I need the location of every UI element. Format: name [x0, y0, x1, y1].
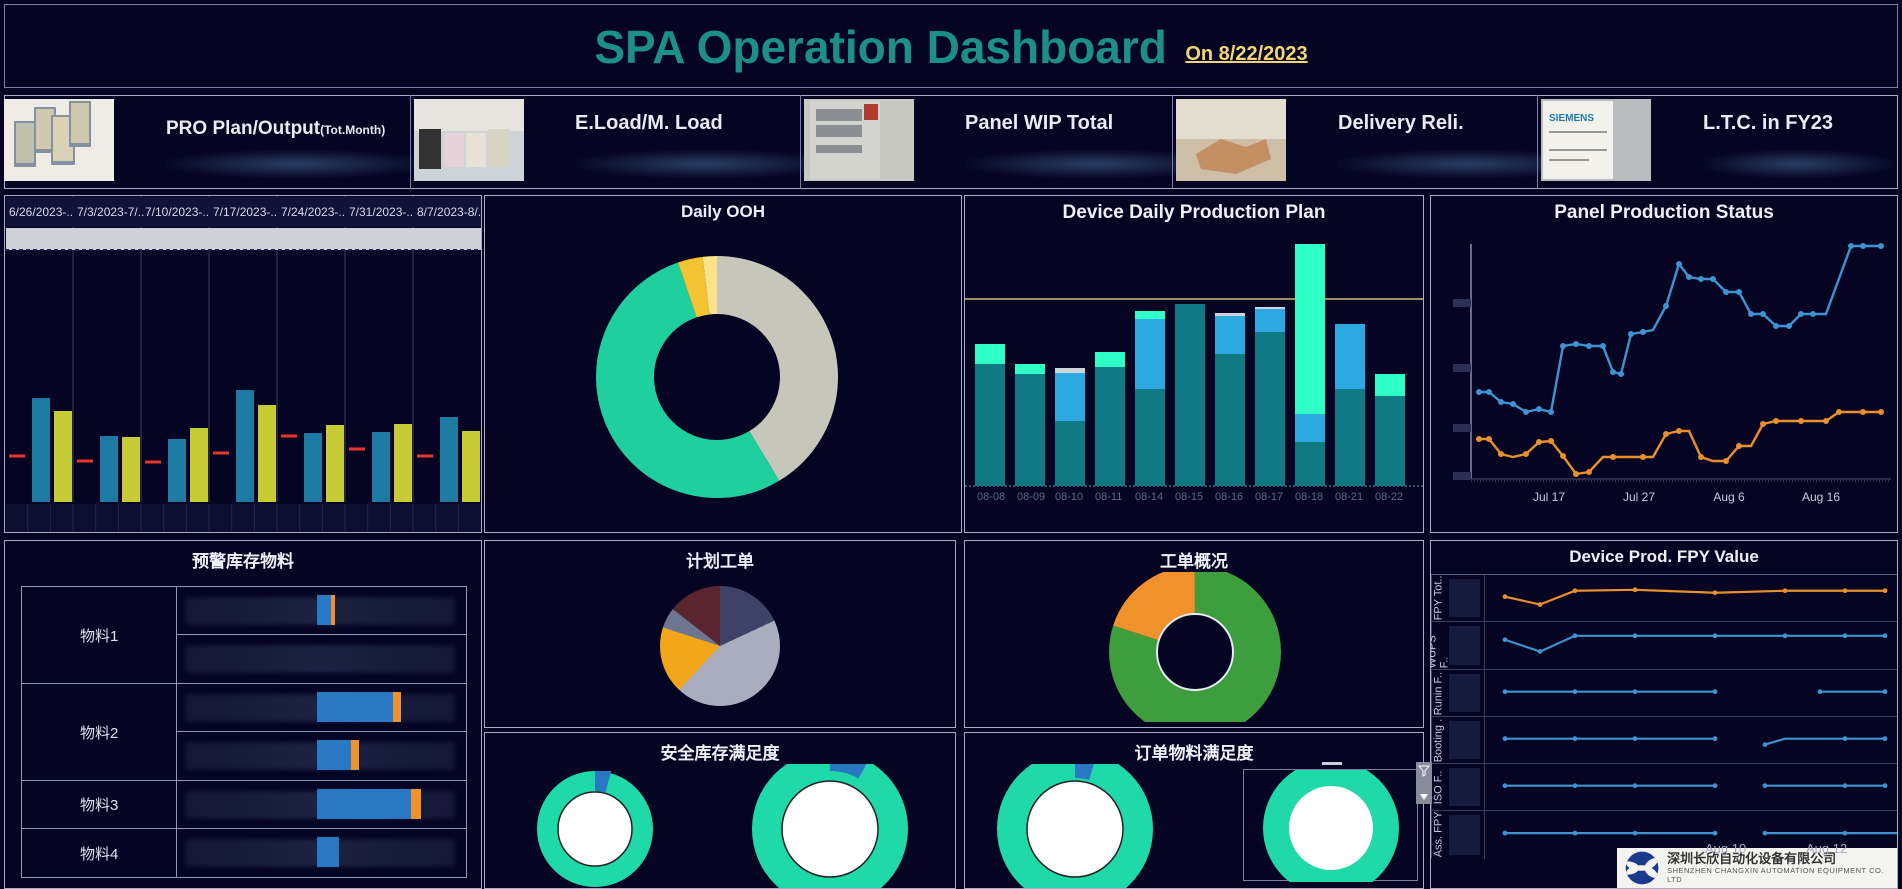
svg-text:7/3/2023-7/..: 7/3/2023-7/.. [77, 205, 144, 219]
svg-text:08-11: 08-11 [1095, 491, 1122, 503]
svg-text:7/24/2023-..: 7/24/2023-.. [281, 205, 345, 219]
svg-text:Aug 6: Aug 6 [1713, 490, 1745, 504]
svg-text:SIEMENS: SIEMENS [1549, 113, 1594, 124]
svg-text:7/31/2023-..: 7/31/2023-.. [349, 205, 413, 219]
svg-text:08-21: 08-21 [1335, 491, 1363, 503]
svg-text:8/7/2023-8/..: 8/7/2023-8/.. [417, 205, 482, 219]
svg-text:08-09: 08-09 [1017, 491, 1045, 503]
svg-text:08-18: 08-18 [1295, 491, 1323, 503]
svg-text:08-16: 08-16 [1215, 491, 1243, 503]
svg-text:Jul 27: Jul 27 [1623, 490, 1655, 504]
svg-text:7/17/2023-..: 7/17/2023-.. [213, 205, 277, 219]
svg-text:6/26/2023-..: 6/26/2023-.. [9, 205, 73, 219]
svg-text:08-15: 08-15 [1175, 491, 1203, 503]
svg-text:Aug 16: Aug 16 [1802, 490, 1840, 504]
svg-text:08-14: 08-14 [1135, 491, 1163, 503]
svg-text:7/10/2023-..: 7/10/2023-.. [145, 205, 209, 219]
svg-text:08-10: 08-10 [1055, 491, 1083, 503]
svg-text:08-17: 08-17 [1255, 491, 1283, 503]
svg-text:08-08: 08-08 [977, 491, 1005, 503]
svg-text:08-22: 08-22 [1375, 491, 1403, 503]
svg-text:Jul 17: Jul 17 [1533, 490, 1565, 504]
